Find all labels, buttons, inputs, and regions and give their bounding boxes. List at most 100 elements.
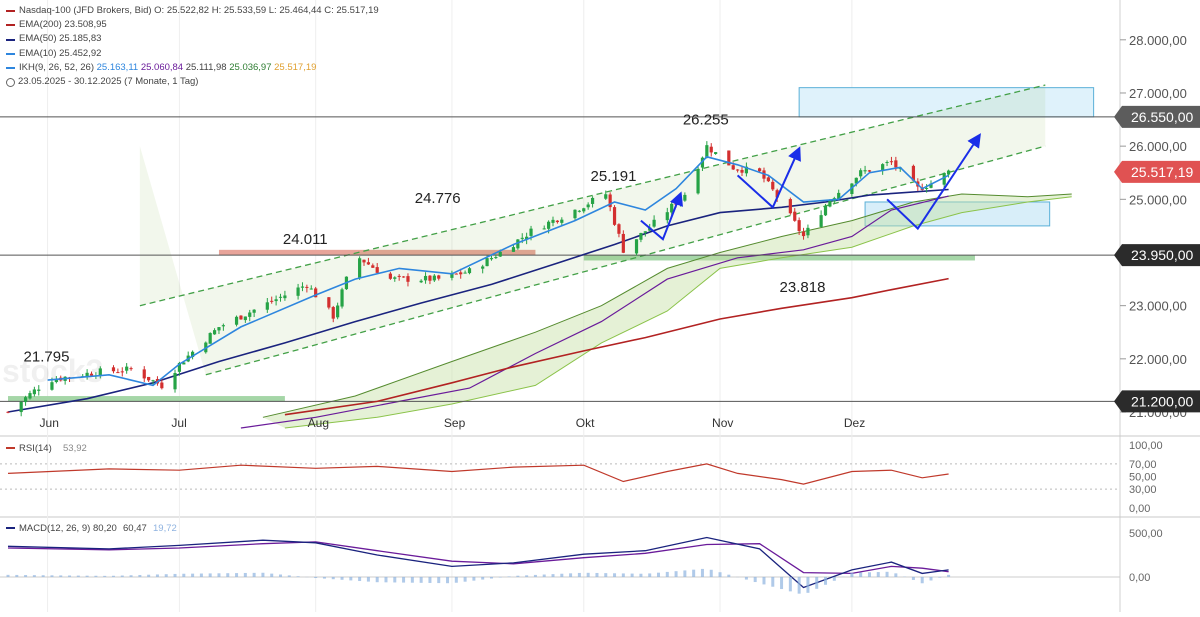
macd-histogram-bar xyxy=(894,573,897,577)
macd-histogram-bar xyxy=(420,577,423,583)
y-tick-label: 28.000,00 xyxy=(1129,33,1187,48)
candle-body xyxy=(239,316,242,320)
candle-body xyxy=(340,289,343,306)
candle-body xyxy=(336,306,339,318)
macd-histogram-bar xyxy=(191,574,194,577)
price-annotation: 21.795 xyxy=(24,349,70,366)
macd-histogram-bar xyxy=(578,573,581,577)
candle-body xyxy=(424,276,427,280)
legend-ema200-swatch xyxy=(6,24,15,26)
macd-histogram-bar xyxy=(692,570,695,577)
rsi-y-tick-label: 100,00 xyxy=(1129,440,1163,452)
candle-body xyxy=(806,228,809,235)
macd-histogram-bar xyxy=(24,575,27,577)
macd-histogram-bar xyxy=(446,577,449,583)
candle-body xyxy=(868,170,871,171)
candle-body xyxy=(244,317,247,321)
macd-histogram-bar xyxy=(639,574,642,577)
macd-histogram-bar xyxy=(886,572,889,577)
price-annotation: 24.011 xyxy=(283,231,328,248)
legend-ema50-swatch xyxy=(6,39,15,41)
rsi-y-tick-label: 0,00 xyxy=(1129,503,1150,515)
candle-body xyxy=(129,368,132,369)
candle-body xyxy=(666,212,669,220)
candle-body xyxy=(529,229,532,236)
candle-body xyxy=(151,380,154,381)
candle-body xyxy=(160,383,163,389)
candle-body xyxy=(736,170,739,171)
macd-histogram-bar xyxy=(174,574,177,577)
price-label-text: 25.517,19 xyxy=(1131,164,1193,180)
macd-histogram-bar xyxy=(868,572,871,577)
macd-histogram-bar xyxy=(376,577,379,582)
legend-instrument: Nasdaq-100 (JFD Brokers, Bid) O: 25.522,… xyxy=(6,4,379,18)
macd-histogram-bar xyxy=(587,573,590,577)
candle-body xyxy=(371,265,374,267)
macd-histogram-bar xyxy=(815,577,818,589)
macd-histogram-bar xyxy=(930,577,933,581)
macd-histogram-bar xyxy=(59,575,62,577)
macd-histogram-bar xyxy=(147,575,150,577)
candle-body xyxy=(591,198,594,204)
macd-histogram-bar xyxy=(253,573,256,577)
macd-y-tick-label: 500,00 xyxy=(1129,528,1163,540)
candle-body xyxy=(582,208,585,211)
macd-histogram-bar xyxy=(42,575,45,577)
macd-histogram-bar xyxy=(921,577,924,583)
macd-histogram-bar xyxy=(613,573,616,577)
candle-body xyxy=(398,276,401,277)
legend-ikh-value-1: 25.163,11 xyxy=(97,61,139,75)
candle-body xyxy=(50,382,53,390)
candle-body xyxy=(635,239,638,253)
macd-histogram-bar xyxy=(675,571,678,577)
x-tick-label: Okt xyxy=(576,416,595,430)
macd-histogram-bar xyxy=(552,574,555,577)
candle-body xyxy=(296,288,299,296)
candle-body xyxy=(521,238,524,239)
macd-histogram-bar xyxy=(719,572,722,577)
macd-histogram-bar xyxy=(367,577,370,582)
candle-body xyxy=(402,276,405,277)
candle-body xyxy=(20,402,23,412)
legend-period-text: 23.05.2025 - 30.12.2025 (7 Monate, 1 Tag… xyxy=(18,75,198,89)
candle-body xyxy=(481,266,484,268)
candle-body xyxy=(617,224,620,234)
candle-body xyxy=(459,272,462,274)
macd-histogram-bar xyxy=(68,575,71,576)
candle-body xyxy=(859,170,862,176)
macd-histogram-bar xyxy=(86,576,89,577)
candle-body xyxy=(37,390,40,391)
macd-histogram-bar xyxy=(156,574,159,576)
macd-histogram-bar xyxy=(771,577,774,587)
macd-histogram-bar xyxy=(710,570,713,577)
macd-histogram-bar xyxy=(455,577,458,583)
candle-body xyxy=(824,206,827,216)
candle-body xyxy=(622,234,625,253)
candle-body xyxy=(468,268,471,273)
candle-body xyxy=(683,195,686,201)
candle-body xyxy=(270,301,273,302)
macd-histogram-bar xyxy=(754,577,757,582)
candle-body xyxy=(213,330,216,334)
legend-ikh-value-2: 25.060,84 xyxy=(141,61,183,75)
rsi-y-tick-label: 70,00 xyxy=(1129,459,1157,471)
macd-histogram-bar xyxy=(200,574,203,577)
candle-body xyxy=(217,327,220,330)
macd-histogram-bar xyxy=(138,575,141,577)
legend-ema200: EMA(200) 23.508,95 xyxy=(6,18,379,32)
macd-histogram-bar xyxy=(33,575,36,577)
legend-ikh-value-4: 25.036,97 xyxy=(229,61,271,75)
candle-body xyxy=(6,412,9,413)
macd-histogram-bar xyxy=(490,577,493,579)
macd-histogram-bar xyxy=(411,577,414,583)
candle-body xyxy=(740,170,743,173)
price-label-text: 23.950,00 xyxy=(1131,247,1193,263)
macd-histogram-bar xyxy=(657,573,660,577)
legend-instrument-text: Nasdaq-100 (JFD Brokers, Bid) O: 25.522,… xyxy=(19,4,379,18)
legend-ema10-value: 25.452,92 xyxy=(59,47,101,61)
candle-body xyxy=(767,177,770,181)
candle-body xyxy=(406,276,409,282)
candle-body xyxy=(301,287,304,288)
macd-legend-value: 80,20 xyxy=(93,523,117,534)
x-tick-label: Jul xyxy=(171,416,186,430)
